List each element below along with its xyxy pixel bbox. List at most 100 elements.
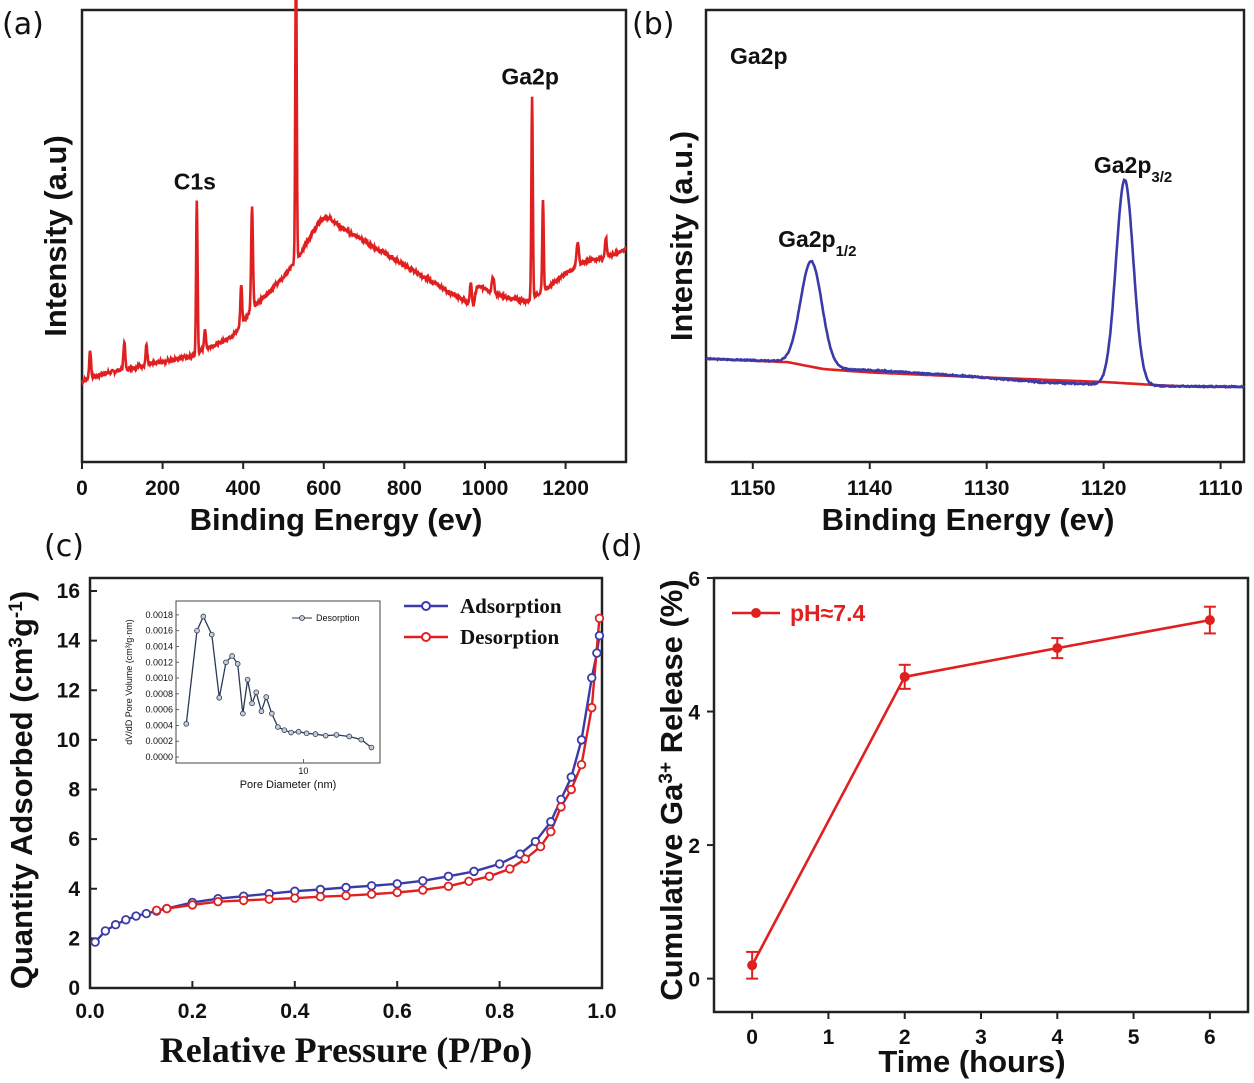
background-line: [705, 357, 1244, 389]
peak-label-b-main-1: Ga2p: [1094, 152, 1152, 178]
inset-point-1: [194, 627, 200, 634]
x-tick-label-a-4: 800: [387, 477, 422, 500]
y-title-c-sup1: 3: [6, 637, 27, 648]
inset-point-12: [258, 708, 265, 715]
chart-ga2p-spectrum: Ga2p 1150 1140 1130 1120 1110 Ga2p1/2Ga2p3/2…: [664, 8, 1246, 537]
peak-label-b-0: Ga2p1/2: [778, 226, 856, 259]
y-title-d-sup: 3+: [656, 762, 677, 784]
inset-legend-marker: [299, 615, 305, 621]
inset-y-tick-label-9: 0.0018: [145, 610, 173, 620]
inset-y-tick-label-1: 0.0002: [145, 736, 173, 746]
panel-letter-d: (d): [600, 529, 642, 564]
x-tick-label-b-1: 1140: [847, 477, 893, 500]
adsorption-point-17: [418, 876, 428, 886]
desorption-point-6: [535, 841, 546, 852]
inset-point-0: [183, 721, 190, 727]
inset-point-22: [333, 732, 340, 738]
inset-point-3: [208, 631, 215, 638]
chart-release: 0 1 2 3 4 5 6 0 2 4 6 pH≈7.4 Time (hours) Cumulati…: [654, 568, 1250, 1079]
peak-label-b-sub-1: 3/2: [1151, 169, 1172, 186]
y-title-c-end: ): [4, 591, 39, 601]
adsorption-point-28: [592, 648, 602, 658]
desorption-point-9: [484, 871, 495, 882]
x-axis-title-c: Relative Pressure (P/Po): [160, 1030, 533, 1070]
y-title-c-part1: Quantity Adsorbed (cm: [4, 648, 39, 990]
adsorption-point-5: [141, 908, 152, 919]
desorption-point-7: [520, 854, 530, 864]
inset-y-tick-label-5: 0.0010: [145, 673, 173, 683]
peak-label-b-1: Ga2p3/2: [1094, 152, 1172, 186]
desorption-point-13: [392, 887, 402, 898]
legend-c: Adsorption Desorption: [404, 594, 562, 649]
x-tick-label-d-5: 5: [1128, 1026, 1140, 1049]
inset-point-2: [200, 613, 207, 620]
x-tick-label-b-2: 1130: [964, 477, 1010, 500]
y-title-d-end: Release (%): [654, 579, 689, 762]
x-tick-label-a-2: 400: [226, 477, 261, 500]
desorption-point-19: [238, 895, 249, 906]
release-point-2: [1052, 643, 1063, 654]
desorption-point-0: [594, 613, 605, 623]
adsorption-point-20: [494, 859, 505, 869]
desorption-point-23: [151, 905, 162, 916]
adsorption-point-2: [110, 920, 121, 930]
x-axis-title-d: Time (hours): [878, 1044, 1065, 1079]
desorption-point-15: [341, 890, 351, 901]
inset-point-18: [295, 728, 302, 735]
plot-frame-b: [704, 8, 1246, 464]
y-tick-label-d-1: 2: [688, 835, 700, 858]
desorption-point-1: [587, 702, 597, 713]
adsorption-point-3: [121, 915, 131, 925]
inset-point-5: [223, 659, 229, 666]
survey-spectrum-line: [81, 0, 627, 387]
inset-y-tick-label-2: 0.0004: [145, 720, 173, 730]
legend-desorption-marker: [421, 632, 431, 642]
desorption-point-2: [576, 759, 587, 770]
adsorption-point-4: [131, 911, 141, 921]
panel-letter-a: (a): [2, 7, 44, 42]
release-point-3: [1204, 615, 1215, 626]
y-title-c-mid: g: [4, 618, 39, 637]
desorption-point-4: [556, 802, 566, 812]
inset-point-11: [253, 689, 260, 696]
desorption-point-14: [366, 889, 377, 899]
x-tick-label-d-0: 0: [746, 1026, 758, 1049]
panel-letter-c: (c): [44, 529, 84, 564]
inset-point-16: [281, 727, 288, 733]
y-tick-label-c-5: 10: [57, 729, 80, 752]
x-tick-label-d-6: 6: [1204, 1026, 1216, 1049]
ga2p-spectrum-line: [705, 178, 1245, 390]
inset-point-6: [229, 653, 235, 659]
desorption-point-8: [505, 864, 515, 874]
plot-frame-a: [80, 8, 628, 464]
desorption-point-22: [162, 903, 172, 914]
legend-adsorption-label: Adsorption: [460, 594, 562, 618]
adsorption-point-0: [90, 937, 100, 947]
adsorption-point-24: [556, 794, 566, 805]
y-tick-label-c-6: 12: [57, 679, 80, 702]
y-tick-label-c-7: 14: [57, 630, 81, 653]
inset-y-tick-label-0: 0.0000: [145, 752, 173, 762]
inset-y-tick-label-6: 0.0012: [145, 657, 173, 667]
x-tick-label-d-3: 3: [975, 1026, 987, 1049]
panel-letter-b: (b): [632, 7, 674, 42]
inset-point-17: [288, 729, 294, 736]
adsorption-point-29: [594, 630, 605, 641]
peak-label-b-sub-0: 1/2: [836, 243, 857, 260]
inset-point-13: [263, 694, 270, 700]
adsorption-point-14: [341, 882, 351, 893]
legend-d: pH≈7.4: [732, 600, 865, 626]
x-tick-label-a-6: 1200: [542, 477, 589, 500]
inset-y-tick-label-8: 0.0016: [145, 626, 173, 636]
release-point-1: [899, 671, 910, 682]
x-tick-label-a-3: 600: [306, 477, 341, 500]
x-tick-label-c-2: 0.4: [280, 1000, 310, 1023]
x-tick-label-c-4: 0.8: [485, 1000, 515, 1023]
x-axis-title-a: Binding Energy (ev): [190, 502, 483, 537]
y-axis-title-d: Cumulative Ga3+ Release (%): [654, 579, 689, 1000]
x-tick-label-a-5: 1000: [462, 477, 509, 500]
y-tick-label-c-4: 8: [68, 779, 80, 802]
release-point-0: [747, 960, 758, 971]
x-tick-label-c-0: 0.0: [75, 1000, 104, 1023]
peak-label-a-2: Ga2p: [501, 63, 559, 89]
